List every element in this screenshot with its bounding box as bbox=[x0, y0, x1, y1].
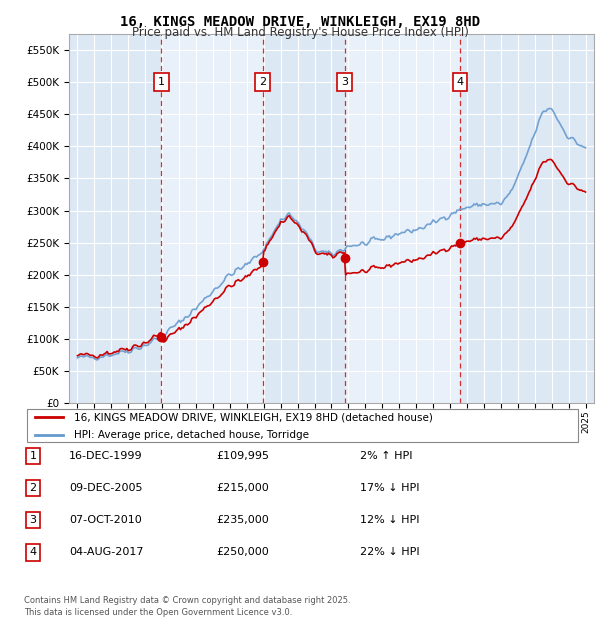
Text: 3: 3 bbox=[29, 515, 37, 525]
Text: 16-DEC-1999: 16-DEC-1999 bbox=[69, 451, 143, 461]
Bar bbox=[460, 34, 594, 403]
Text: £250,000: £250,000 bbox=[216, 547, 269, 557]
Text: 16, KINGS MEADOW DRIVE, WINKLEIGH, EX19 8HD (detached house): 16, KINGS MEADOW DRIVE, WINKLEIGH, EX19 … bbox=[74, 412, 433, 422]
Text: 17% ↓ HPI: 17% ↓ HPI bbox=[360, 483, 419, 493]
Text: 2: 2 bbox=[29, 483, 37, 493]
Text: 1: 1 bbox=[158, 78, 165, 87]
Text: £109,995: £109,995 bbox=[216, 451, 269, 461]
Text: Contains HM Land Registry data © Crown copyright and database right 2025.
This d: Contains HM Land Registry data © Crown c… bbox=[24, 596, 350, 617]
Text: 4: 4 bbox=[457, 78, 464, 87]
Text: 2: 2 bbox=[259, 78, 266, 87]
Text: 22% ↓ HPI: 22% ↓ HPI bbox=[360, 547, 419, 557]
Bar bbox=[344, 34, 460, 403]
Text: 4: 4 bbox=[29, 547, 37, 557]
Text: 12% ↓ HPI: 12% ↓ HPI bbox=[360, 515, 419, 525]
Bar bbox=[161, 34, 263, 403]
Text: 04-AUG-2017: 04-AUG-2017 bbox=[69, 547, 143, 557]
FancyBboxPatch shape bbox=[27, 409, 578, 441]
Text: 1: 1 bbox=[29, 451, 37, 461]
Text: 07-OCT-2010: 07-OCT-2010 bbox=[69, 515, 142, 525]
Text: Price paid vs. HM Land Registry's House Price Index (HPI): Price paid vs. HM Land Registry's House … bbox=[131, 26, 469, 39]
Text: £235,000: £235,000 bbox=[216, 515, 269, 525]
Text: 2% ↑ HPI: 2% ↑ HPI bbox=[360, 451, 413, 461]
Text: £215,000: £215,000 bbox=[216, 483, 269, 493]
Text: 09-DEC-2005: 09-DEC-2005 bbox=[69, 483, 143, 493]
Text: 3: 3 bbox=[341, 78, 348, 87]
Text: 16, KINGS MEADOW DRIVE, WINKLEIGH, EX19 8HD: 16, KINGS MEADOW DRIVE, WINKLEIGH, EX19 … bbox=[120, 16, 480, 30]
Text: HPI: Average price, detached house, Torridge: HPI: Average price, detached house, Torr… bbox=[74, 430, 309, 440]
Bar bbox=[69, 34, 161, 403]
Bar bbox=[263, 34, 344, 403]
